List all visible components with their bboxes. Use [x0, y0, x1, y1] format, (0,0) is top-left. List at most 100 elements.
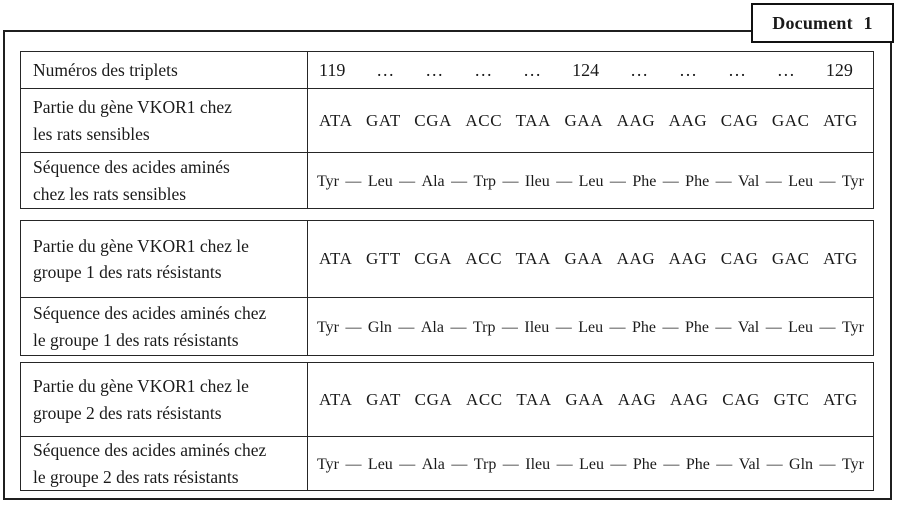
- row-gene-groupe1: Partie du gène VKOR1 chez le groupe 1 de…: [21, 221, 873, 297]
- codon: GTT: [365, 249, 401, 268]
- codon: AAG: [668, 249, 708, 268]
- peptide-bond-dash: —: [501, 318, 518, 336]
- codon: GAA: [565, 389, 605, 409]
- codon: CGA: [414, 110, 452, 130]
- peptide-bond-dash: —: [819, 172, 836, 190]
- amino-acid-sequence-sensibles: Tyr — Leu — Ala — Trp — Ileu — Leu — Phe — Phe — Val — Leu…: [308, 153, 873, 208]
- amino-acid: Phe: [632, 455, 657, 473]
- amino-acid: Phe: [632, 172, 657, 190]
- triplet-number: …: [425, 59, 444, 80]
- codon: TAA: [516, 389, 552, 409]
- amino-acid: Ileu: [524, 318, 550, 336]
- codon: ATG: [823, 110, 858, 130]
- amino-acid: Leu: [788, 318, 814, 336]
- triplet-number: …: [679, 59, 698, 80]
- amino-acid: Gln: [367, 318, 392, 336]
- amino-acid: Leu: [578, 318, 604, 336]
- triplet-number: 129: [825, 59, 853, 80]
- peptide-bond-dash: —: [451, 455, 468, 473]
- row-label: Séquence des acides aminés chez le group…: [21, 298, 308, 355]
- codon: GAC: [771, 110, 810, 130]
- codon: GAA: [564, 249, 604, 268]
- row-gene-groupe2: Partie du gène VKOR1 chez le groupe 2 de…: [21, 363, 873, 436]
- codon: GAC: [771, 249, 810, 268]
- amino-acid: Phe: [685, 455, 710, 473]
- peptide-bond-dash: —: [451, 172, 468, 190]
- triplet-number: …: [630, 59, 649, 80]
- codon: ACC: [465, 249, 503, 268]
- peptide-bond-dash: —: [715, 172, 732, 190]
- codon: GAT: [366, 389, 401, 409]
- codon: CAG: [720, 249, 759, 268]
- sequence-tables: Numéros des triplets 119 … … … … 124 … … … … 129 P…: [20, 51, 874, 491]
- row-amino-sensibles: Séquence des acides aminés chez les rats…: [21, 152, 873, 208]
- codon: AAG: [668, 110, 708, 130]
- peptide-bond-dash: —: [399, 455, 416, 473]
- amino-acid: Val: [738, 172, 760, 190]
- amino-acid: Ala: [420, 318, 444, 336]
- peptide-bond-dash: —: [819, 318, 836, 336]
- row-label: Partie du gène VKOR1 chez le groupe 1 de…: [21, 221, 308, 297]
- triplet-number: 124: [572, 59, 600, 80]
- peptide-bond-dash: —: [766, 455, 783, 473]
- table-groupe1-resistants: Partie du gène VKOR1 chez le groupe 1 de…: [20, 220, 874, 356]
- document-label: Document 1: [772, 12, 873, 33]
- codon: CAG: [720, 110, 759, 130]
- codon-sequence-sensibles: ATA GAT CGA ACC TAA GAA AAG AAG CAG GAC ATG: [308, 89, 873, 152]
- codon: GAA: [564, 110, 604, 130]
- codon: ATA: [319, 249, 353, 268]
- peptide-bond-dash: —: [662, 172, 679, 190]
- peptide-bond-dash: —: [555, 318, 572, 336]
- peptide-bond-dash: —: [502, 455, 519, 473]
- triplet-number: …: [474, 59, 493, 80]
- codon: ATA: [319, 110, 353, 130]
- peptide-bond-dash: —: [715, 318, 732, 336]
- peptide-bond-dash: —: [345, 455, 362, 473]
- peptide-bond-dash: —: [609, 172, 626, 190]
- amino-acid-sequence-groupe2: Tyr — Leu — Ala — Trp — Ileu — Leu — Phe — Phe — Val — Gln…: [308, 437, 873, 490]
- codon: CGA: [414, 249, 452, 268]
- amino-acid: Leu: [578, 172, 604, 190]
- peptide-bond-dash: —: [556, 455, 573, 473]
- amino-acid: Ileu: [524, 172, 550, 190]
- amino-acid: Leu: [788, 172, 814, 190]
- row-gene-sensibles: Partie du gène VKOR1 chez les rats sensi…: [21, 88, 873, 152]
- codon: ACC: [465, 110, 503, 130]
- amino-acid: Tyr: [841, 455, 864, 473]
- peptide-bond-dash: —: [819, 455, 836, 473]
- row-label: Partie du gène VKOR1 chez le groupe 2 de…: [21, 363, 308, 436]
- peptide-bond-dash: —: [502, 172, 519, 190]
- peptide-bond-dash: —: [345, 318, 362, 336]
- amino-acid: Val: [737, 318, 760, 336]
- amino-acid: Leu: [367, 455, 393, 473]
- amino-acid: Tyr: [317, 172, 339, 190]
- codon: ACC: [465, 389, 503, 409]
- peptide-bond-dash: —: [556, 172, 573, 190]
- triplet-number: …: [523, 59, 542, 80]
- codon: TAA: [515, 110, 552, 130]
- peptide-bond-dash: —: [765, 318, 782, 336]
- amino-acid: Trp: [473, 455, 497, 473]
- peptide-bond-dash: —: [450, 318, 467, 336]
- triplet-number: …: [776, 59, 795, 80]
- amino-acid: Phe: [684, 318, 709, 336]
- row-triplet-numbers: Numéros des triplets 119 … … … … 124 … … … … 129: [21, 52, 873, 88]
- amino-acid: Trp: [473, 172, 497, 190]
- row-amino-groupe2: Séquence des acides aminés chez le group…: [21, 436, 873, 490]
- triplet-number: …: [376, 59, 395, 80]
- amino-acid: Ileu: [525, 455, 551, 473]
- codon: AAG: [616, 249, 656, 268]
- codon-sequence-groupe1: ATA GTT CGA ACC TAA GAA AAG AAG CAG GAC ATG: [308, 221, 873, 297]
- amino-acid: Trp: [472, 318, 496, 336]
- codon: TAA: [515, 249, 552, 268]
- codon-sequence-groupe2: ATA GAT CGA ACC TAA GAA AAG AAG CAG GTC ATG: [308, 363, 873, 436]
- peptide-bond-dash: —: [663, 455, 680, 473]
- amino-acid: Tyr: [317, 455, 339, 473]
- peptide-bond-dash: —: [399, 172, 416, 190]
- triplet-number: 119: [319, 59, 346, 80]
- codon: GTC: [773, 389, 810, 409]
- peptide-bond-dash: —: [716, 455, 733, 473]
- row-label: Séquence des acides aminés chez les rats…: [21, 153, 308, 208]
- codon: CAG: [722, 389, 760, 409]
